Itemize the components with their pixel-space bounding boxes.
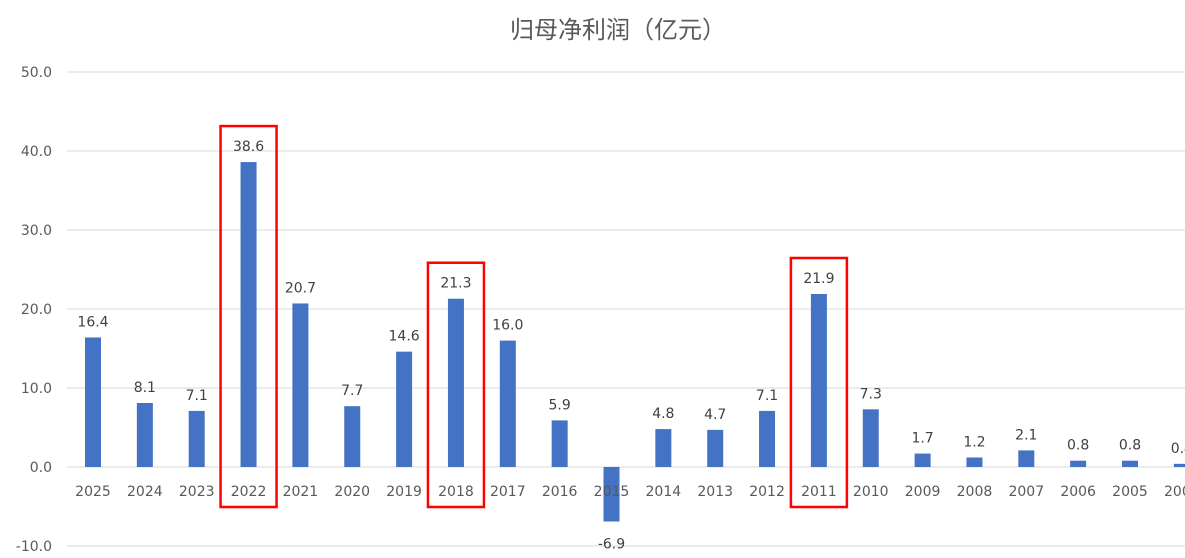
x-tick-label: 2024 [127, 484, 163, 500]
data-label: 16.0 [492, 318, 523, 334]
y-tick-label: 50.0 [21, 65, 52, 81]
bar-2021 [292, 303, 309, 467]
bar-2014 [655, 429, 672, 467]
x-tick-label: 2020 [334, 484, 370, 500]
highlight-box-2011 [789, 256, 849, 509]
chart-title: 归母净利润（亿元） [510, 16, 726, 44]
y-tick-label: -10.0 [16, 539, 52, 555]
y-tick-label: 10.0 [21, 381, 52, 397]
data-label: 0.4 [1171, 441, 1185, 457]
x-tick-label: 2022 [231, 484, 267, 500]
bar-2013 [707, 429, 724, 467]
bar-2020 [344, 406, 361, 467]
x-tick-label: 2021 [283, 484, 319, 500]
x-axis-ticks: 2025 2024 2023 2022 2021 2020 2019 2018 2017 2016… [75, 484, 1185, 500]
bar-2012 [759, 410, 776, 467]
data-label: 1.2 [963, 435, 985, 451]
x-tick-label: 2017 [490, 484, 526, 500]
x-tick-label: 2007 [1008, 484, 1044, 500]
y-tick-label: 20.0 [21, 302, 52, 318]
y-tick-label: 40.0 [21, 144, 52, 160]
data-label: 16.4 [77, 314, 108, 330]
bar-2009 [914, 453, 931, 467]
x-tick-label: 2023 [179, 484, 215, 500]
x-tick-label: 2006 [1060, 484, 1096, 500]
highlight-box-2018 [426, 261, 486, 509]
x-tick-label: 2009 [905, 484, 941, 500]
bar-2022 [240, 162, 257, 467]
y-axis-ticks: 50.0 40.0 30.0 20.0 10.0 0.0 -10.0 [16, 65, 52, 555]
data-label: 7.1 [186, 388, 208, 404]
bar-2008 [966, 457, 983, 467]
bar-2023 [188, 410, 205, 467]
data-label: 5.9 [549, 397, 571, 413]
x-tick-label: 2011 [801, 484, 837, 500]
bar-2015 [603, 467, 620, 522]
bar-2019 [396, 351, 413, 467]
bar-2016 [551, 420, 568, 467]
x-tick-label: 2013 [697, 484, 733, 500]
bars [85, 162, 1185, 522]
highlight-boxes [219, 124, 849, 509]
x-tick-label: 2005 [1112, 484, 1148, 500]
x-tick-label: 2014 [646, 484, 682, 500]
y-tick-label: 30.0 [21, 223, 52, 239]
y-tick-label: 0.0 [30, 460, 52, 476]
x-tick-label: 2019 [386, 484, 422, 500]
data-labels: 16.4 8.1 7.1 38.6 20.7 7.7 14.6 21.3 16.0 5.9 -6.9… [77, 139, 1185, 552]
data-label: 0.8 [1119, 438, 1141, 454]
x-tick-label: 2015 [594, 484, 630, 500]
data-label: 7.1 [756, 388, 778, 404]
data-label: 0.8 [1067, 438, 1089, 454]
bar-2018 [447, 298, 464, 467]
data-label: 2.1 [1015, 427, 1037, 443]
bar-2010 [862, 409, 879, 467]
data-label: 21.9 [803, 271, 834, 287]
bar-2004 [1173, 463, 1185, 467]
data-label: 20.7 [285, 280, 316, 296]
data-label: 7.3 [860, 386, 882, 402]
bar-2011 [810, 293, 827, 467]
x-tick-label: 2008 [957, 484, 993, 500]
x-tick-label: 2025 [75, 484, 111, 500]
data-label: 1.7 [911, 431, 933, 447]
bar-2007 [1018, 450, 1035, 467]
bar-2024 [136, 403, 153, 467]
data-label: 38.6 [233, 139, 264, 155]
data-label: -6.9 [598, 537, 625, 553]
x-tick-label: 2004 [1164, 484, 1185, 500]
data-label: 8.1 [134, 380, 156, 396]
bar-2025 [85, 337, 101, 467]
data-label: 14.6 [389, 329, 420, 345]
data-label: 4.7 [704, 407, 726, 423]
highlight-box-2022 [219, 124, 278, 509]
x-tick-label: 2016 [542, 484, 578, 500]
bar-2017 [499, 340, 516, 467]
data-label: 21.3 [440, 276, 471, 292]
data-label: 7.7 [341, 383, 363, 399]
x-tick-label: 2010 [853, 484, 889, 500]
data-label: 4.8 [652, 406, 674, 422]
x-tick-label: 2012 [749, 484, 785, 500]
bar-2006 [1070, 460, 1087, 467]
x-tick-label: 2018 [438, 484, 474, 500]
bar-2005 [1122, 460, 1138, 467]
